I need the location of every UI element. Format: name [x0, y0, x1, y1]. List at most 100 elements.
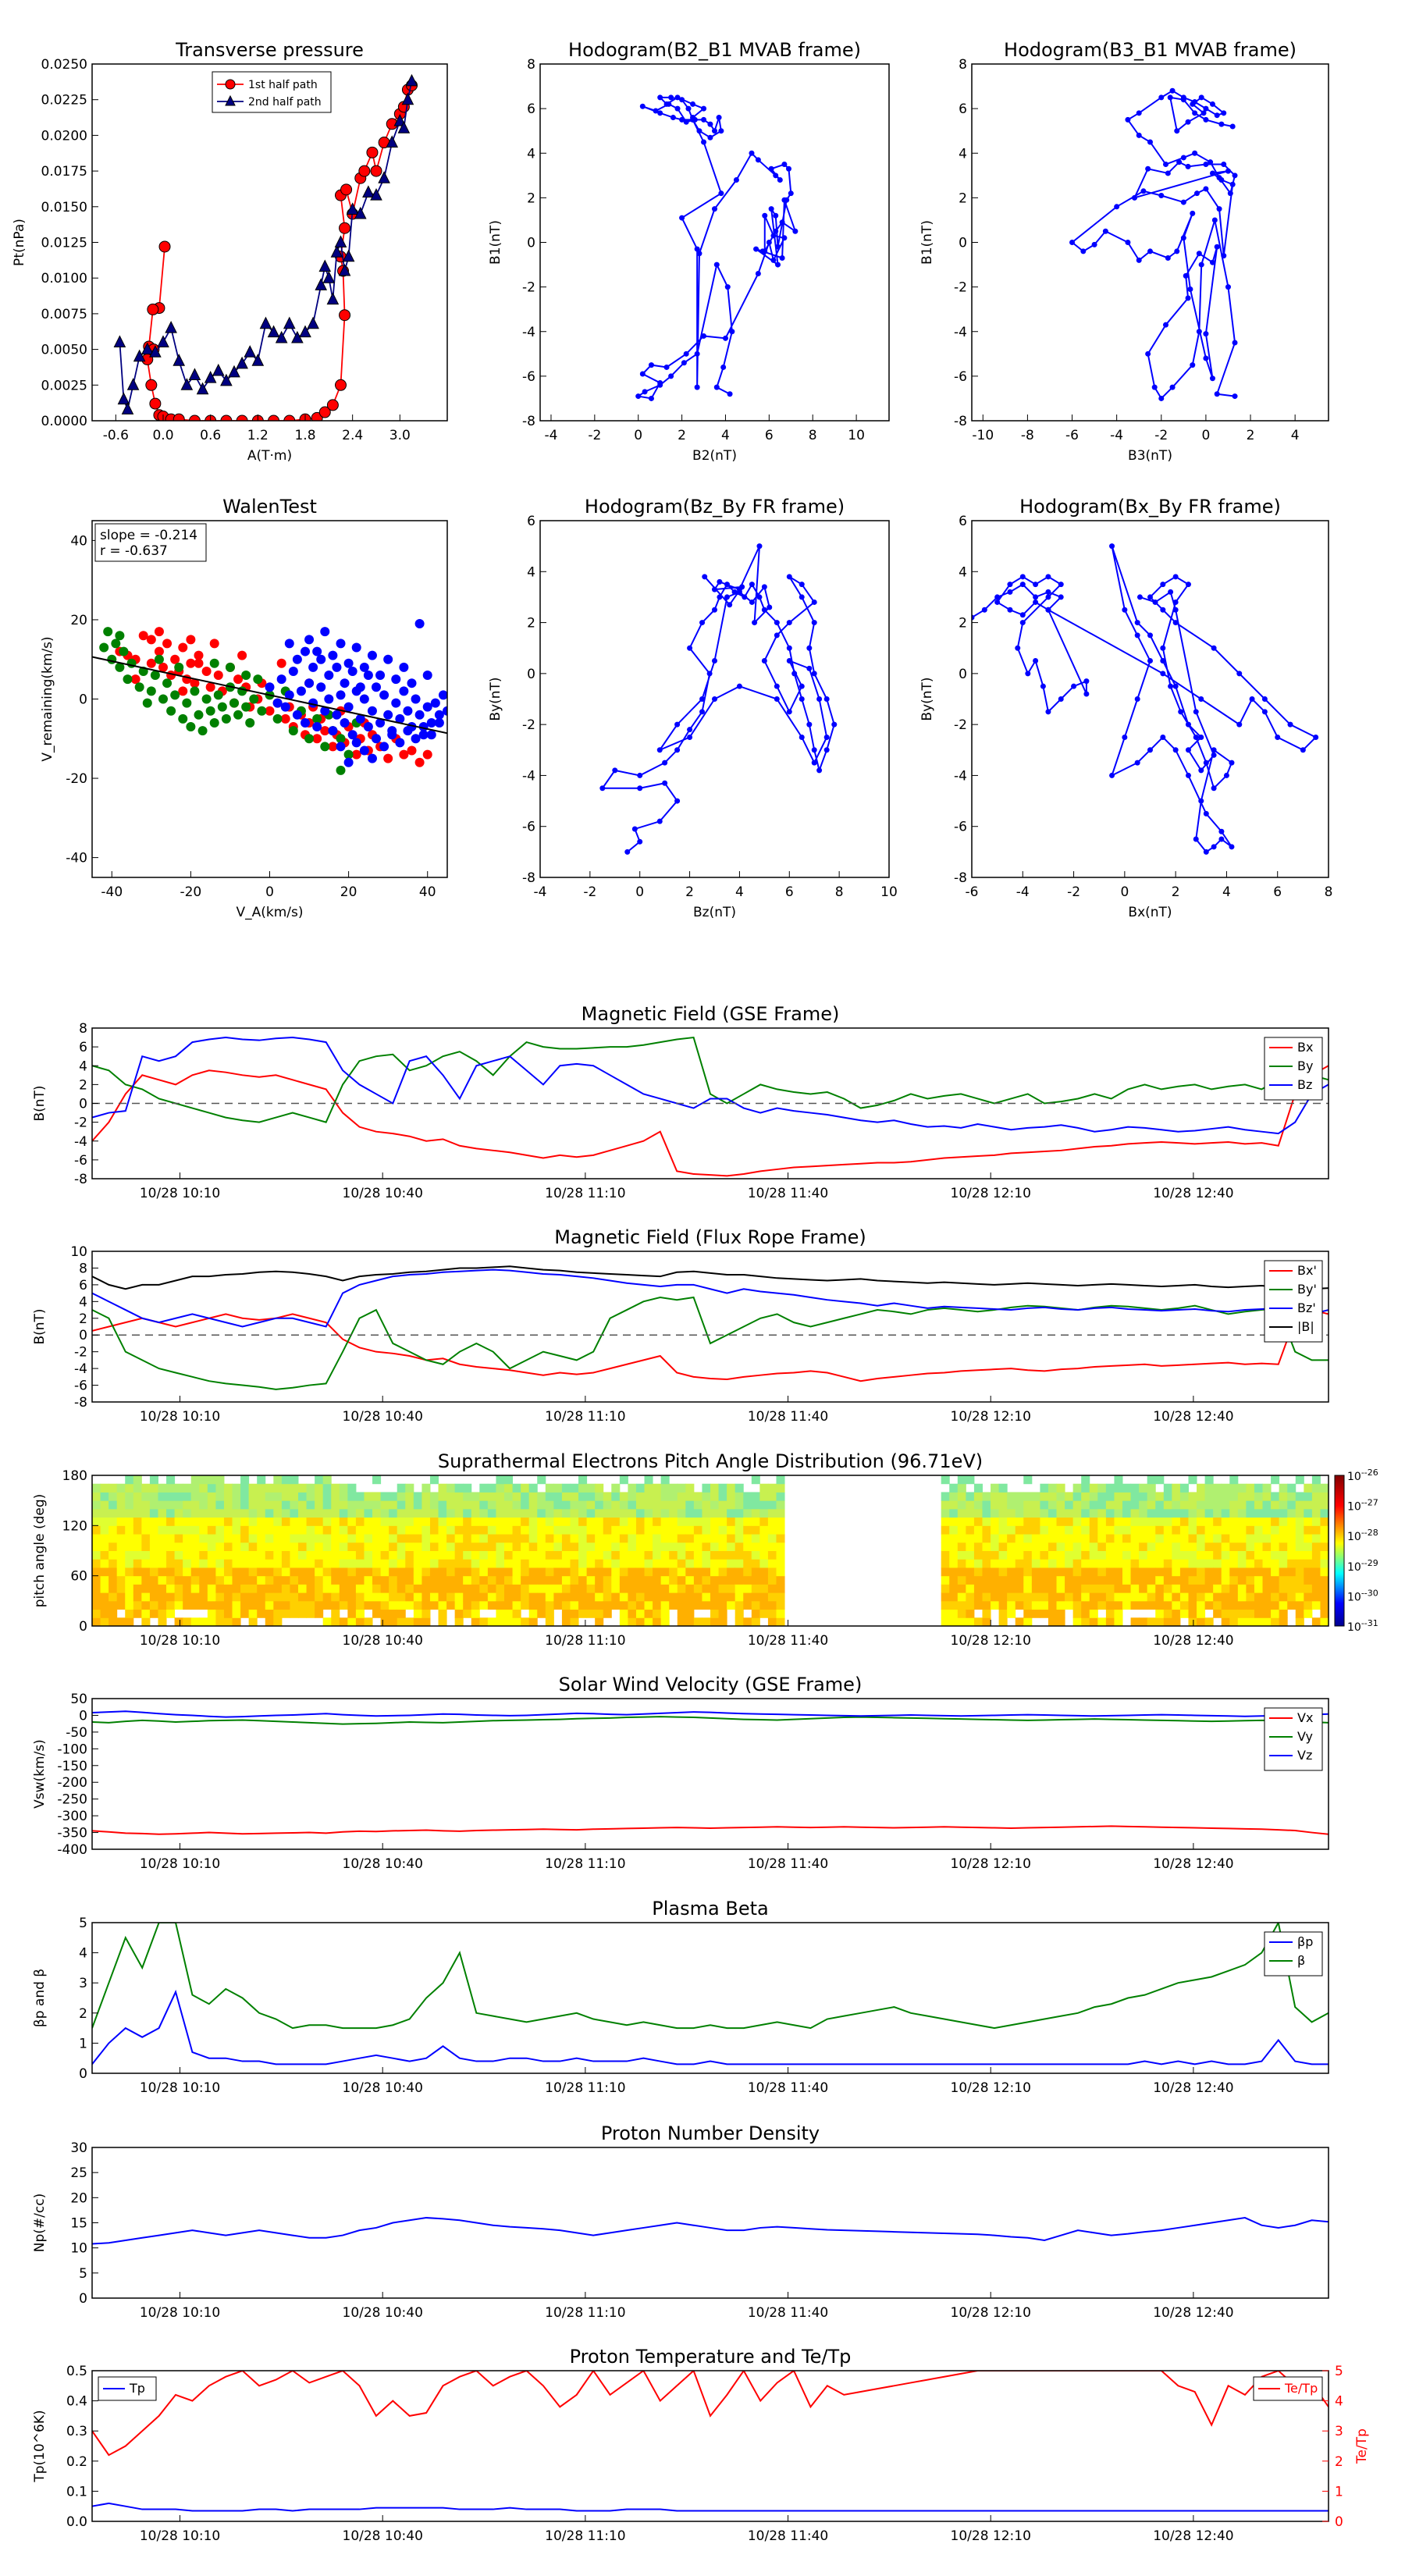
pad-cell	[1237, 1534, 1247, 1543]
hodogram-b3b1-point	[1221, 253, 1227, 259]
hodogram-b3b1-point	[1232, 393, 1238, 400]
pad-cell	[1237, 1592, 1247, 1602]
hodogram-bzby-point	[731, 589, 738, 595]
walen-point	[422, 749, 432, 760]
pad-cell	[331, 1567, 340, 1577]
pad-cell	[759, 1542, 769, 1551]
pad-cell	[693, 1492, 702, 1501]
pad-cell	[223, 1550, 233, 1560]
density-ytick-label: 15	[70, 2216, 87, 2232]
hodogram-bxby-point	[1019, 582, 1026, 588]
pad-cell	[273, 1483, 283, 1493]
hodogram-b3b1-xtick-label: 4	[1291, 428, 1300, 443]
pad-cell	[290, 1492, 299, 1501]
pressure-point-circle	[318, 406, 331, 418]
hodogram-bzby-point	[706, 671, 713, 677]
pad-cell	[1221, 1492, 1230, 1501]
pad-cell	[1237, 1567, 1247, 1577]
pad-cell	[199, 1475, 208, 1485]
pad-cell	[1262, 1600, 1272, 1610]
pad-cell	[339, 1600, 348, 1610]
pressure-point-circle	[358, 165, 371, 177]
pad-cell	[273, 1559, 283, 1568]
pad-cell	[504, 1517, 514, 1526]
pad-cell	[339, 1584, 348, 1593]
walen-point	[426, 730, 436, 740]
pad-cell	[1279, 1550, 1288, 1560]
pad-cell	[751, 1575, 760, 1585]
pad-cell	[1188, 1584, 1197, 1593]
pressure-point-triangle	[393, 114, 407, 126]
pad-cell	[125, 1617, 134, 1626]
temperature-xtick-label: 10/28 10:10	[140, 2528, 220, 2544]
pad-cell	[199, 1584, 208, 1593]
hodogram-b2b1-point	[653, 108, 659, 114]
pad-cell	[446, 1542, 456, 1551]
pad-cell	[1246, 1508, 1255, 1518]
hodogram-b3b1-point	[1180, 155, 1186, 161]
pad-cell	[776, 1517, 785, 1526]
velocity-ytick-label: -350	[57, 1826, 87, 1841]
mag-gse-series-Bz	[92, 1037, 1329, 1135]
pad-cell	[998, 1517, 1008, 1526]
pad-cell	[413, 1559, 422, 1568]
pad-cell	[644, 1609, 653, 1618]
hodogram-bxby-point	[1134, 620, 1140, 626]
pad-cell	[991, 1592, 1000, 1602]
pad-cell	[966, 1550, 975, 1560]
hodogram-bxby-point	[1083, 678, 1090, 685]
pad-cell	[413, 1575, 422, 1585]
pad-cell	[487, 1492, 496, 1501]
pad-cell	[1188, 1550, 1197, 1560]
pad-cell	[215, 1492, 225, 1501]
walen-point	[241, 702, 251, 712]
walen-point	[194, 658, 204, 668]
pad-cell	[1105, 1525, 1115, 1535]
pad-cell	[496, 1517, 505, 1526]
pad-cell	[454, 1542, 464, 1551]
pad-cell	[595, 1500, 604, 1510]
pad-cell	[1279, 1575, 1288, 1585]
pad-cell	[306, 1592, 315, 1602]
pad-cell	[1197, 1500, 1206, 1510]
pad-cell	[1048, 1492, 1058, 1501]
pad-cell	[298, 1592, 308, 1602]
walen-point	[399, 686, 409, 696]
pad-cell	[413, 1500, 422, 1510]
pad-cell	[207, 1609, 216, 1618]
hodogram-bxby-point	[1147, 594, 1153, 600]
pad-cell	[941, 1525, 950, 1535]
hodogram-b3b1-point	[1198, 94, 1204, 101]
pad-cell	[553, 1534, 563, 1543]
pad-cell	[273, 1500, 283, 1510]
pad-cell	[240, 1567, 250, 1577]
pad-cell	[149, 1592, 158, 1602]
hodogram-b2b1-point	[701, 333, 707, 339]
pressure-point-triangle	[173, 354, 186, 366]
pad-cell	[1147, 1617, 1156, 1626]
mag-fr-legend-label: |B|	[1297, 1319, 1314, 1334]
walen-point	[418, 730, 429, 740]
pad-cell	[702, 1600, 711, 1610]
pad-cell	[1287, 1517, 1297, 1526]
hodogram-b3b1-point	[1209, 170, 1215, 176]
pad-cell	[957, 1500, 966, 1510]
beta-xtick-label: 10/28 11:10	[545, 2080, 625, 2096]
pad-cell	[487, 1550, 496, 1560]
pad-cell	[941, 1475, 950, 1485]
pad-cell	[1097, 1525, 1107, 1535]
walen-point	[154, 627, 164, 637]
pad-cell	[1279, 1542, 1288, 1551]
pad-cell	[1179, 1584, 1189, 1593]
pad-cell	[973, 1600, 983, 1610]
hodogram-b2b1-point	[713, 384, 720, 390]
pad-cell	[685, 1584, 695, 1593]
pad-cell	[1114, 1483, 1123, 1493]
pad-cell	[1155, 1617, 1165, 1626]
pad-cell	[174, 1600, 183, 1610]
hodogram-bzby-point	[656, 747, 663, 753]
pad-cell	[1081, 1475, 1090, 1485]
pad-cell	[446, 1550, 456, 1560]
pad-cell	[125, 1517, 134, 1526]
pad-cell	[149, 1600, 158, 1610]
